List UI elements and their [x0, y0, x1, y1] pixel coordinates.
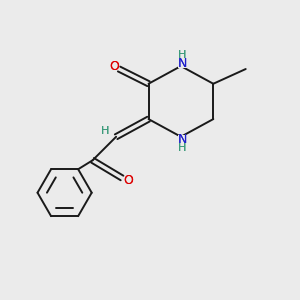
Bar — [102, 128, 108, 135]
Text: O: O — [110, 60, 120, 73]
Text: N: N — [178, 133, 187, 146]
Text: O: O — [124, 174, 134, 187]
Text: O: O — [110, 60, 120, 73]
Text: H: H — [178, 50, 187, 60]
Text: O: O — [124, 174, 134, 187]
Bar — [179, 52, 186, 58]
Text: H: H — [178, 143, 187, 153]
Text: N: N — [178, 57, 187, 70]
Text: H: H — [101, 126, 109, 136]
Text: H: H — [178, 143, 187, 153]
Text: H: H — [178, 50, 187, 60]
Bar — [110, 63, 119, 70]
Bar — [178, 135, 187, 143]
Text: H: H — [101, 126, 109, 136]
Text: N: N — [178, 133, 187, 146]
Bar — [178, 60, 187, 68]
Bar — [124, 176, 133, 184]
Bar — [179, 145, 186, 151]
Text: N: N — [178, 57, 187, 70]
